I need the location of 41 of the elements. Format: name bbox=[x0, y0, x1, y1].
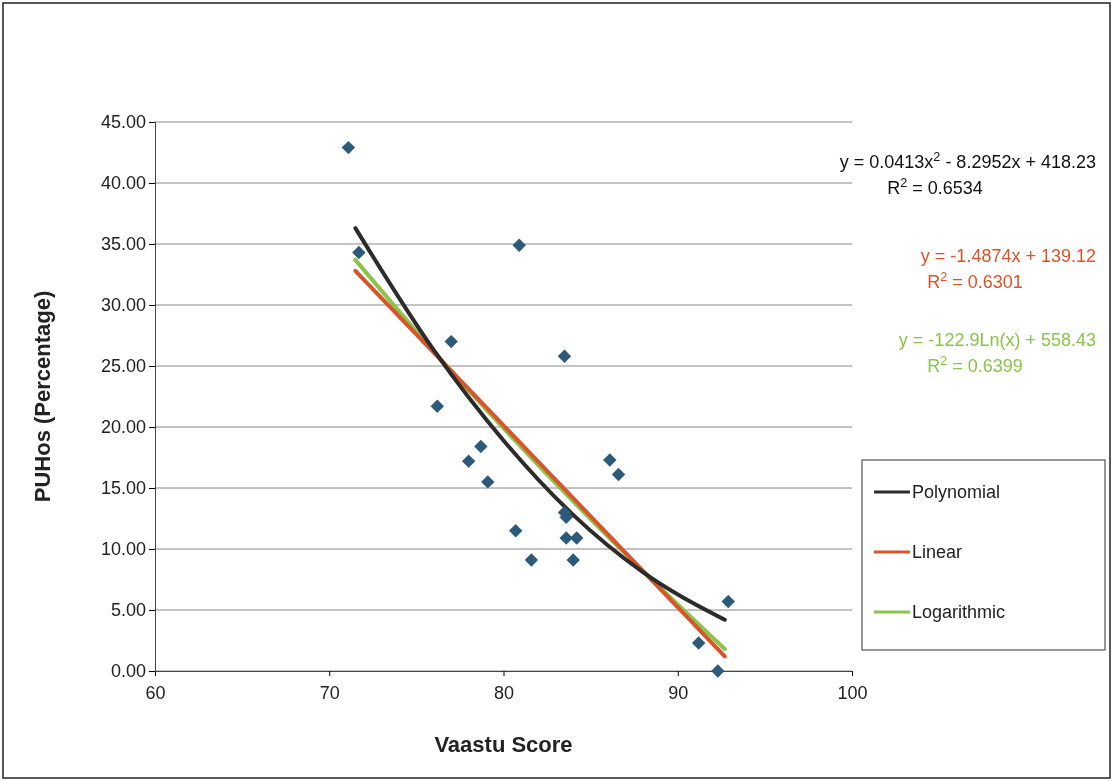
y-tick-label: 30.00 bbox=[100, 295, 146, 316]
point bbox=[512, 238, 526, 252]
y-tick-label: 40.00 bbox=[100, 173, 146, 194]
point bbox=[430, 399, 444, 413]
legend-label: Polynomial bbox=[912, 482, 1001, 502]
point bbox=[691, 636, 706, 650]
point bbox=[711, 664, 725, 678]
y-tick-label: 20.00 bbox=[100, 417, 146, 438]
text: y = -1.4874x + 139.12 R$^{2}$ = 0.6301 bbox=[920, 246, 1096, 292]
point bbox=[461, 454, 476, 468]
point bbox=[352, 245, 366, 260]
legend-label: Logarithmic bbox=[912, 602, 1006, 622]
x-tick-label: 70 bbox=[319, 682, 340, 703]
text: y = -122.9Ln(x) + 558.43 R$^{2}$ = 0.6399 bbox=[898, 330, 1096, 376]
y-tick-label: 35.00 bbox=[100, 234, 146, 255]
point bbox=[603, 453, 617, 467]
y-axis-title: PUHos (Percentage) bbox=[30, 290, 55, 503]
x-axis-title: Vaastu Score bbox=[434, 732, 573, 757]
y-tick-label: 10.00 bbox=[100, 539, 146, 560]
x-tick-label: 80 bbox=[493, 682, 515, 703]
y-tick-label: 5.00 bbox=[110, 600, 146, 621]
point bbox=[524, 553, 539, 567]
x-tick-label: 60 bbox=[145, 682, 166, 703]
point bbox=[569, 531, 584, 545]
point bbox=[611, 467, 626, 482]
point bbox=[721, 594, 735, 609]
point bbox=[474, 439, 488, 454]
legend-label: Linear bbox=[912, 542, 963, 562]
point bbox=[444, 334, 458, 349]
y-tick-label: 0.00 bbox=[110, 661, 146, 682]
point bbox=[341, 140, 356, 155]
x-tick-label: 90 bbox=[668, 682, 689, 703]
text: y = 0.0413x$^{2}$ - 8.2952x + 418.23 R$^{2}$ = 0.6534 bbox=[839, 150, 1096, 198]
y-tick-label: 15.00 bbox=[100, 478, 146, 499]
y-tick-label: 25.00 bbox=[100, 356, 146, 377]
point bbox=[566, 553, 580, 567]
x-tick-label: 100 bbox=[837, 682, 868, 703]
point bbox=[557, 349, 572, 363]
point bbox=[508, 523, 523, 538]
point bbox=[481, 475, 495, 489]
y-tick-label: 45.00 bbox=[100, 112, 146, 133]
